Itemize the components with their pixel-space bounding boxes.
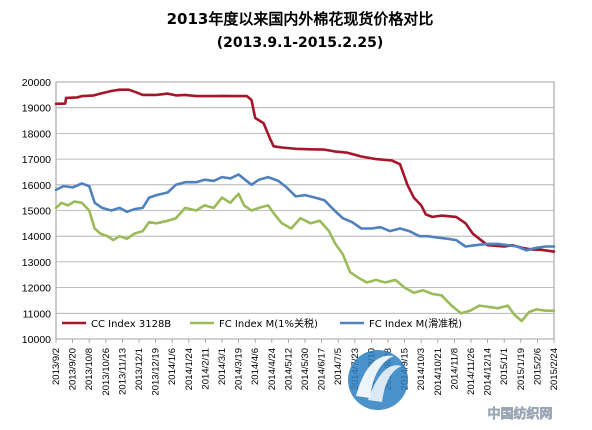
chart-title: 2013年度以来国内外棉花现货价格对比 xyxy=(167,10,434,28)
x-tick-label: 2014/4/6 xyxy=(250,348,261,385)
logo-swirl-icon xyxy=(368,365,402,402)
series-line-1 xyxy=(54,88,556,253)
y-tick-label: 17000 xyxy=(22,154,51,166)
x-tick-label: 2014/5/30 xyxy=(300,348,311,390)
y-tick-label: 11000 xyxy=(23,308,52,320)
x-tick-label: 2015/2/24 xyxy=(549,348,560,390)
x-tick-label: 2014/3/1 xyxy=(217,348,228,385)
x-tick-label: 2014/3/19 xyxy=(234,348,245,390)
y-tick-label: 10000 xyxy=(22,334,51,346)
y-tick-label: 18000 xyxy=(22,128,51,140)
y-tick-label: 16000 xyxy=(22,180,51,192)
y-tick-label: 20000 xyxy=(22,77,51,89)
x-tick-label: 2013/12/1 xyxy=(134,348,145,390)
y-tick-label: 12000 xyxy=(22,283,51,295)
y-tick-label: 14000 xyxy=(22,231,51,243)
x-tick-label: 2014/5/12 xyxy=(283,348,294,390)
logo-watermark xyxy=(348,350,408,410)
x-tick-label: 2014/2/11 xyxy=(200,348,211,390)
legend-label: FC Index M(滑准税) xyxy=(369,317,462,330)
x-tick-label: 2013/10/8 xyxy=(84,348,95,390)
x-tick-label: 2013/12/19 xyxy=(151,348,162,396)
x-tick-label: 2014/11/26 xyxy=(466,348,477,395)
x-tick-label: 2013/11/13 xyxy=(117,348,128,395)
x-tick-label: 2015/1/1 xyxy=(499,348,510,385)
legend: CC Index 3128B FC Index M(1%关税) FC Index M… xyxy=(62,317,462,330)
x-tick-label: 2014/11/8 xyxy=(449,348,460,390)
x-tick-label: 2013/9/20 xyxy=(68,348,79,390)
x-tick-label: 2015/2/6 xyxy=(532,348,543,385)
x-tick-label: 2014/4/24 xyxy=(267,348,278,390)
chart-subtitle: (2013.9.1-2015.2.25) xyxy=(217,35,384,51)
x-tick-label: 2014/6/17 xyxy=(317,348,328,390)
logo-swirl-icon xyxy=(356,355,394,398)
y-tick-label: 13000 xyxy=(22,257,51,269)
legend-label: FC Index M(1%关税) xyxy=(219,317,318,330)
x-tick-label: 2014/10/21 xyxy=(433,348,444,396)
series-line-2 xyxy=(54,192,556,323)
y-axis-ticks: 10000 11000 12000 13000 14000 15000 16000 17000… xyxy=(22,77,51,346)
x-tick-label: 2014/1/6 xyxy=(167,348,178,385)
legend-label: CC Index 3128B xyxy=(91,319,171,330)
y-tick-label: 15000 xyxy=(22,206,51,218)
y-tick-label: 19000 xyxy=(22,103,51,115)
x-tick-label: 2015/1/19 xyxy=(516,348,527,390)
x-tick-label: 2014/12/14 xyxy=(483,348,494,396)
series-line-3 xyxy=(54,173,556,252)
x-tick-label: 2014/1/24 xyxy=(184,348,195,390)
x-tick-label: 2014/10/3 xyxy=(416,348,427,390)
x-tick-label: 2014/7/5 xyxy=(333,348,344,385)
x-tick-label: 2013/9/2 xyxy=(51,348,62,385)
x-tick-label: 2013/10/26 xyxy=(101,348,112,396)
x-axis-ticks: 2013/9/2 2013/9/20 2013/10/8 2013/10/26 2013… xyxy=(51,339,560,396)
watermark-text: 中国纺织网 xyxy=(487,406,552,422)
series-lines xyxy=(54,88,556,323)
